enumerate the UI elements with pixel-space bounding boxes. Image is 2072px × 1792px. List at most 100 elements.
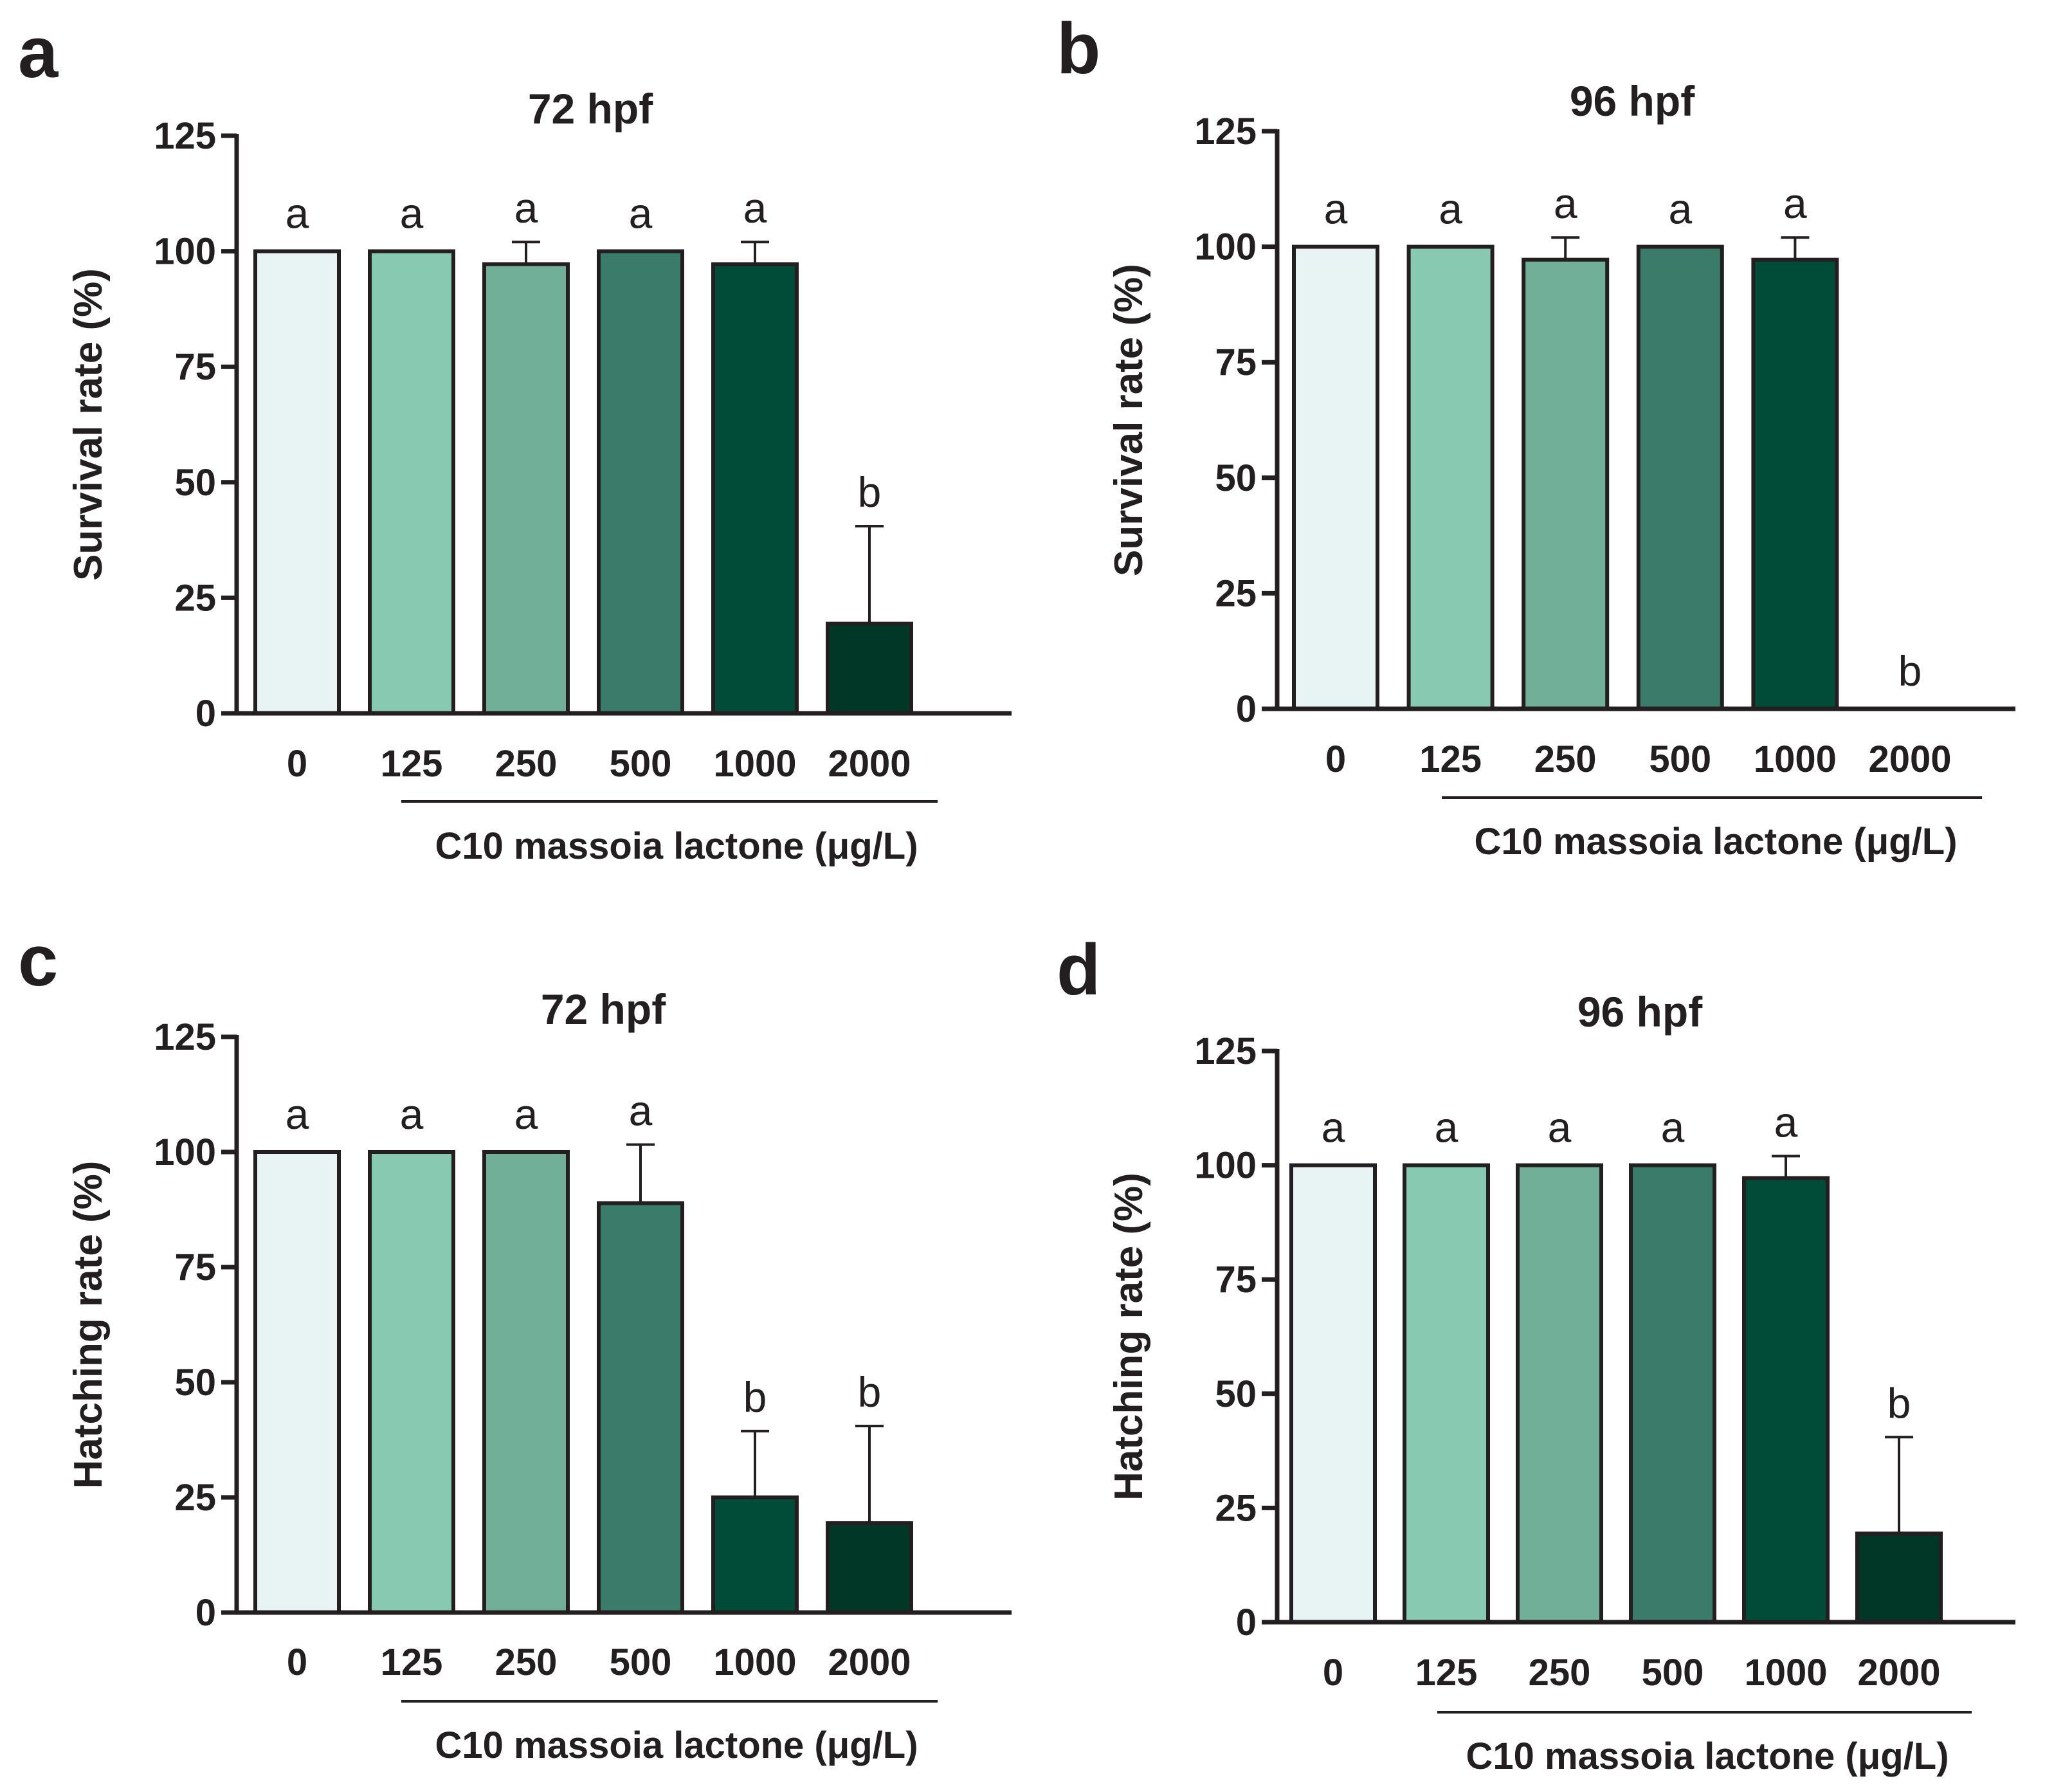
bar	[711, 262, 799, 715]
y-tick-label: 75	[1215, 342, 1257, 383]
y-axis-label: Hatching rate (%)	[1107, 1173, 1151, 1501]
y-tick-label: 75	[174, 346, 216, 388]
significance-label: b	[1898, 647, 1922, 695]
significance-label: b	[858, 468, 882, 516]
bar	[253, 249, 341, 716]
y-tick-label: 0	[195, 1592, 216, 1634]
significance-label: a	[629, 1087, 653, 1135]
x-tick-label: 500	[610, 1641, 672, 1683]
y-tick-label: 100	[1194, 226, 1257, 268]
significance-label: a	[286, 190, 309, 237]
significance-label: b	[1887, 1379, 1911, 1427]
bar	[1742, 1176, 1830, 1624]
significance-label: a	[1324, 185, 1348, 233]
bar	[711, 1495, 799, 1614]
x-tick-label: 0	[1323, 1652, 1343, 1694]
bar	[1636, 244, 1724, 711]
chart-title: 72 hpf	[528, 85, 653, 133]
y-tick-label: 25	[1215, 1487, 1257, 1529]
significance-label: a	[286, 1090, 309, 1138]
significance-label: a	[1435, 1104, 1459, 1151]
x-tick-label: 500	[1642, 1652, 1704, 1694]
significance-label: a	[1783, 179, 1807, 227]
x-tick-label: 0	[1325, 738, 1346, 780]
significance-label: a	[743, 184, 767, 232]
y-tick-label: 75	[174, 1247, 216, 1288]
x-tick-label: 125	[381, 743, 443, 785]
y-tick-label: 100	[154, 1131, 216, 1173]
x-axis-label: C10 massoia lactone (μg/L)	[1474, 821, 1957, 863]
x-axis-label: C10 massoia lactone (μg/L)	[435, 1724, 918, 1766]
y-tick-label: 25	[174, 1477, 216, 1519]
chart-title: 72 hpf	[541, 985, 666, 1033]
x-tick-label: 2000	[828, 743, 911, 785]
chart-title: 96 hpf	[1577, 988, 1703, 1036]
y-tick-label: 125	[154, 1016, 216, 1058]
significance-label: a	[514, 1090, 538, 1138]
x-tick-label: 2000	[1868, 738, 1951, 780]
significance-label: a	[1661, 1104, 1685, 1151]
bar	[1516, 1163, 1603, 1624]
y-tick-label: 50	[174, 1362, 216, 1403]
bar	[826, 621, 913, 715]
x-tick-label: 1000	[713, 1641, 796, 1683]
significance-label: a	[1322, 1104, 1345, 1151]
bar	[1403, 1163, 1490, 1624]
panel-letter: b	[1057, 8, 1100, 89]
significance-label: a	[1554, 179, 1577, 227]
bar	[1629, 1163, 1716, 1624]
bar	[253, 1150, 341, 1614]
panel-letter: a	[18, 12, 59, 93]
significance-label: a	[514, 184, 538, 232]
x-tick-label: 0	[287, 1641, 307, 1683]
y-tick-label: 50	[1215, 1373, 1257, 1415]
bar	[826, 1521, 913, 1614]
significance-label: a	[400, 190, 424, 237]
y-tick-label: 125	[1194, 1030, 1257, 1072]
bar	[1406, 244, 1495, 711]
bar	[597, 249, 684, 716]
chart-title: 96 hpf	[1570, 77, 1695, 125]
bar	[1751, 257, 1839, 711]
bar	[1522, 257, 1610, 711]
x-tick-label: 0	[287, 743, 307, 785]
x-tick-label: 1000	[713, 743, 796, 785]
bar	[482, 262, 570, 715]
bar	[1292, 244, 1379, 711]
panel-letter: c	[18, 920, 58, 1001]
x-tick-label: 125	[1415, 1652, 1478, 1694]
bar	[597, 1201, 684, 1614]
y-axis-label: Hatching rate (%)	[66, 1161, 111, 1489]
x-tick-label: 250	[1534, 738, 1597, 780]
x-tick-label: 500	[1649, 738, 1711, 780]
y-tick-label: 50	[174, 462, 216, 504]
bar	[1289, 1163, 1377, 1624]
panel-letter: d	[1057, 929, 1100, 1010]
bar	[1855, 1531, 1943, 1624]
bar	[482, 1150, 570, 1614]
x-tick-label: 250	[1529, 1652, 1591, 1694]
significance-label: a	[1548, 1104, 1572, 1151]
x-axis-label: C10 massoia lactone (μg/L)	[435, 825, 918, 867]
y-tick-label: 125	[154, 115, 216, 157]
x-tick-label: 2000	[1857, 1652, 1940, 1694]
significance-label: b	[858, 1368, 882, 1416]
x-tick-label: 250	[495, 743, 558, 785]
significance-label: a	[1774, 1098, 1798, 1146]
y-tick-label: 100	[154, 231, 216, 273]
y-tick-label: 25	[174, 577, 216, 619]
bar	[368, 1150, 455, 1614]
x-axis-label: C10 massoia lactone (μg/L)	[1466, 1735, 1949, 1777]
x-tick-label: 250	[495, 1641, 558, 1683]
y-tick-label: 50	[1215, 457, 1257, 499]
bar	[368, 249, 455, 716]
x-tick-label: 1000	[1754, 738, 1837, 780]
y-tick-label: 0	[1236, 1602, 1257, 1643]
y-tick-label: 25	[1215, 572, 1257, 614]
y-tick-label: 0	[1236, 688, 1257, 730]
